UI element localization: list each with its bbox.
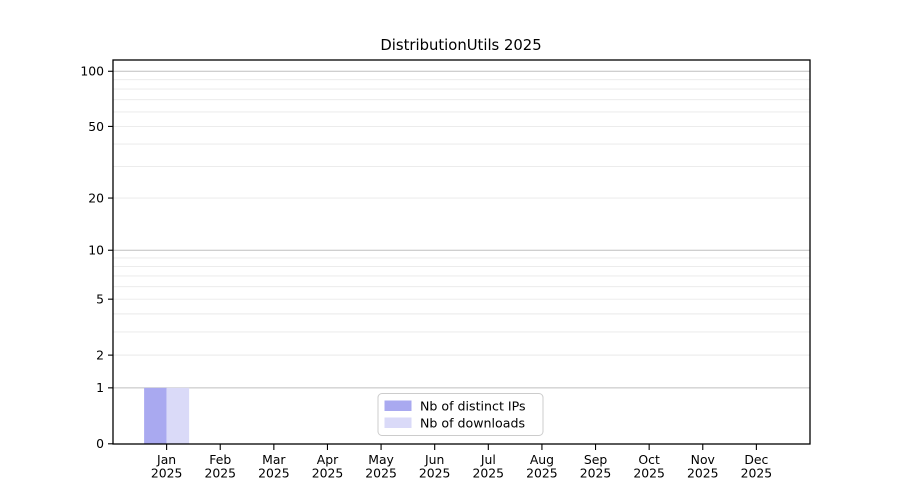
plot-border <box>112 59 811 445</box>
y-tick-label: 2 <box>96 348 104 363</box>
legend: Nb of distinct IPs Nb of downloads <box>377 393 544 436</box>
legend-label-downloads: Nb of downloads <box>420 415 525 430</box>
chart-title: DistributionUtils 2025 <box>380 37 541 54</box>
x-tick-label: Jan 2025 <box>151 452 183 481</box>
y-tick-label: 10 <box>88 243 104 258</box>
x-tick-label: Mar 2025 <box>258 452 290 481</box>
x-tick-label: Feb 2025 <box>204 452 236 481</box>
legend-swatch-distinct-ips <box>384 400 412 411</box>
legend-box <box>377 393 544 436</box>
bar-distinct-ips <box>144 387 167 444</box>
y-tick-label: 100 <box>80 64 104 79</box>
legend-label-distinct-ips: Nb of distinct IPs <box>420 398 526 413</box>
y-tick-label: 50 <box>88 119 104 134</box>
y-axis-ticks: 0 1 2 5 10 20 50 100 <box>80 64 113 451</box>
x-tick-label: Oct 2025 <box>633 452 665 481</box>
x-axis-ticks: Jan 2025 Feb 2025 Mar 2025 Apr 2025 May 2025 Jun 20… <box>151 444 772 481</box>
y-tick-label: 5 <box>96 292 104 307</box>
gridlines <box>113 70 810 389</box>
x-tick-label: Dec 2025 <box>741 452 773 481</box>
x-tick-label: Aug 2025 <box>526 452 558 481</box>
y-tick-label: 20 <box>88 190 104 205</box>
bar-downloads <box>166 387 190 444</box>
y-tick-label: 1 <box>96 380 104 395</box>
x-tick-label: Jun 2025 <box>419 452 451 481</box>
x-tick-label: Sep 2025 <box>580 452 612 481</box>
x-tick-label: Apr 2025 <box>312 452 344 481</box>
bars <box>144 387 190 444</box>
axes <box>112 59 811 445</box>
legend-swatch-downloads <box>384 417 412 428</box>
x-tick-label: Jul 2025 <box>473 452 505 481</box>
y-tick-label: 0 <box>96 436 104 451</box>
x-tick-label: Nov 2025 <box>687 452 719 481</box>
x-tick-label: May 2025 <box>365 452 397 481</box>
